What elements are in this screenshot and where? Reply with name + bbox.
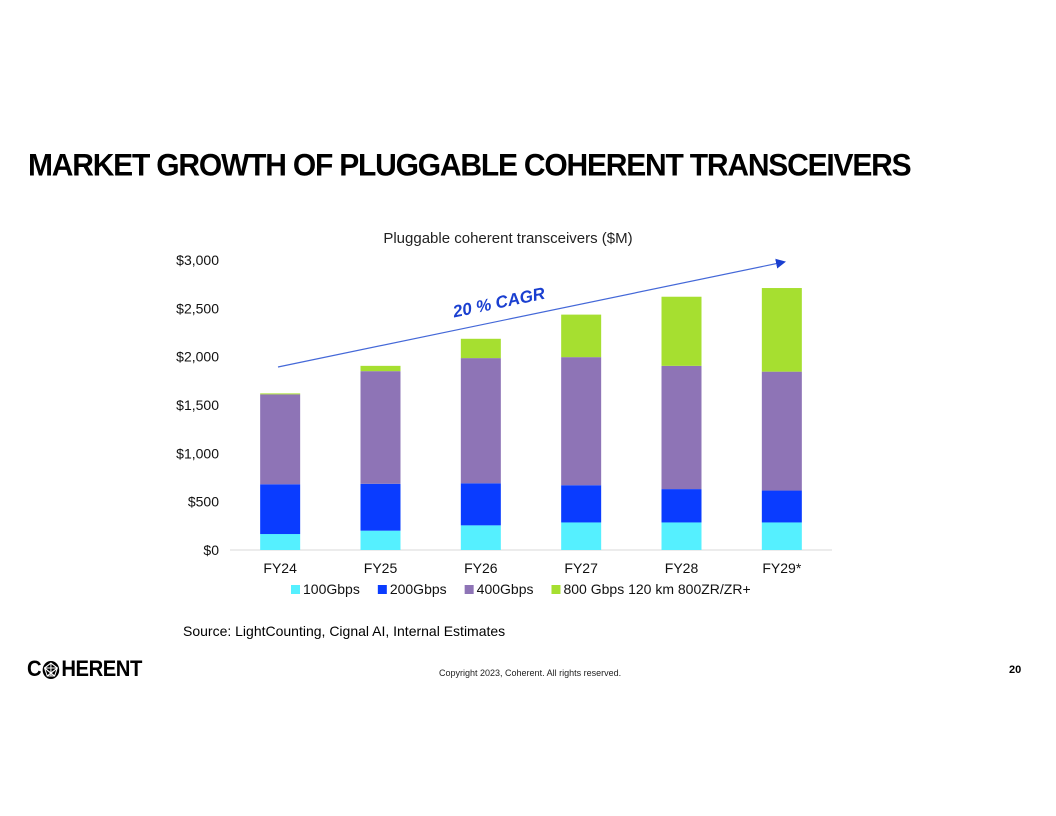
cagr-annotation: 20 % CAGR (450, 284, 547, 322)
bar-segment (360, 365, 401, 372)
y-tick-label: $1,000 (176, 445, 219, 461)
bar-segment (360, 371, 401, 484)
bar-segment (460, 358, 501, 484)
bar-segment (260, 534, 301, 550)
legend-swatch (291, 585, 300, 594)
y-tick-label: $1,500 (176, 397, 219, 413)
x-tick-label: FY27 (564, 560, 598, 576)
bar-segment (661, 522, 702, 550)
page-number: 20 (1009, 664, 1022, 676)
legend-label: 800 Gbps 120 km 800ZR/ZR+ (563, 581, 750, 597)
bar-segment (360, 530, 401, 550)
bar-segment (561, 314, 602, 358)
bar-segment (460, 525, 501, 550)
logo-globe-icon (42, 661, 60, 680)
bar-segment (561, 485, 602, 523)
legend: 100Gbps 200Gbps 400Gbps 800 Gbps 120 km 800… (291, 581, 751, 597)
bar-segment (661, 365, 702, 490)
x-tick-label: FY24 (263, 560, 297, 576)
bar-segment (460, 338, 501, 359)
bar-segment (260, 393, 301, 395)
cagr-arrow (277, 258, 786, 368)
bar-segment (661, 489, 702, 523)
bar-segment (561, 522, 602, 550)
bar-segment (761, 371, 802, 491)
logo-text: C HERENT (27, 656, 142, 681)
bar-segment (761, 490, 802, 523)
coherent-logo: C HERENT (27, 656, 152, 681)
y-tick-label: $0 (203, 542, 219, 558)
bar-segment (761, 522, 802, 550)
legend-swatch (464, 585, 474, 594)
x-tick-label: FY26 (464, 560, 498, 576)
bars (260, 288, 802, 550)
source-note: Source: LightCounting, Cignal AI, Intern… (183, 623, 506, 639)
bar-segment (360, 483, 401, 531)
legend-label: 100Gbps (303, 581, 360, 597)
x-tick-label: FY25 (364, 560, 398, 576)
y-tick-label: $2,500 (176, 300, 219, 316)
legend-label: 200Gbps (390, 581, 447, 597)
x-tick-label: FY28 (665, 560, 699, 576)
legend-swatch (377, 585, 387, 594)
copyright: Copyright 2023, Coherent. All rights res… (439, 668, 622, 678)
bar-segment (761, 288, 802, 372)
x-tick-label: FY29* (762, 560, 801, 576)
page-title: MARKET GROWTH OF PLUGGABLE COHERENT TRAN… (28, 148, 912, 183)
legend-swatch (551, 585, 561, 594)
y-tick-label: $3,000 (176, 252, 219, 268)
x-axis: FY24 FY25 FY26 FY27 FY28 FY29* (263, 560, 801, 576)
y-tick-label: $2,000 (176, 349, 219, 365)
bar-segment (260, 394, 301, 485)
y-axis: $0 $500 $1,000 $1,500 $2,000 $2,500 $3,000 (176, 252, 219, 558)
legend-label: 400Gbps (477, 581, 534, 597)
chart-title: Pluggable coherent transceivers ($M) (383, 230, 632, 247)
bar-segment (460, 483, 501, 526)
y-tick-label: $500 (188, 494, 219, 510)
bar-segment (260, 484, 301, 535)
bar-segment (561, 357, 602, 486)
bar-segment (661, 296, 702, 366)
